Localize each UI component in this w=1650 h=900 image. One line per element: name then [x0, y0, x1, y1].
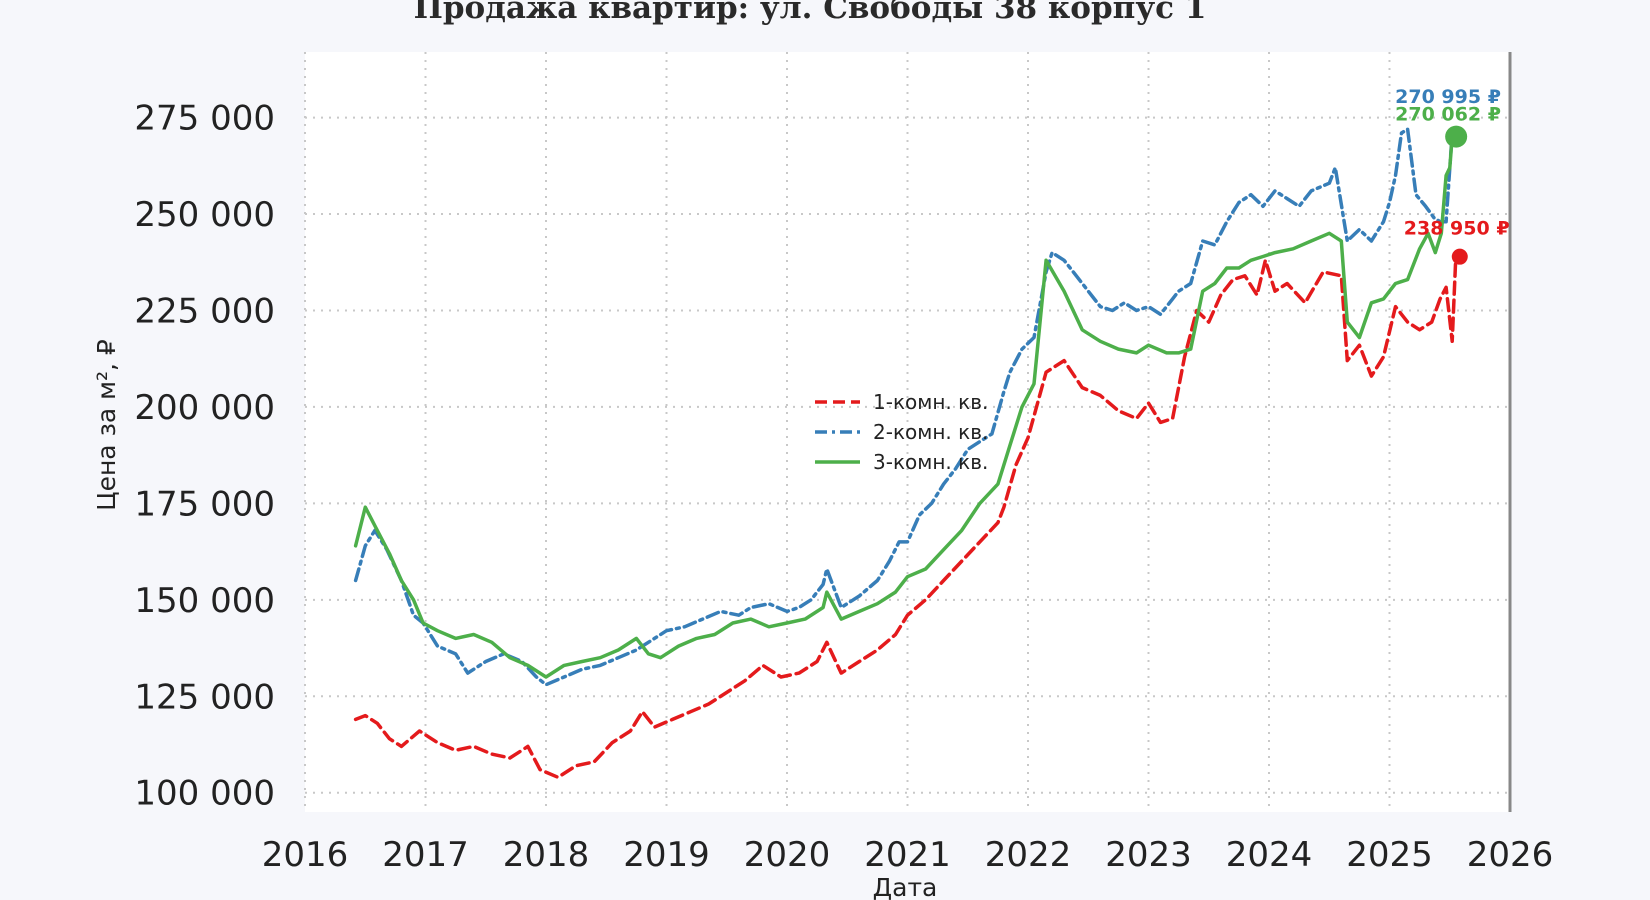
- chart-title: Продажа квартир: ул. Свободы 38 корпус 1: [414, 0, 1207, 26]
- tick-labels: 2016 2017 2018 2019 2020 2021 2022 2023 2024 2025…: [134, 99, 1553, 875]
- y-tick-label: 100 000: [134, 774, 275, 814]
- x-tick-label: 2026: [1467, 835, 1554, 875]
- x-tick-label: 2017: [382, 835, 469, 875]
- x-tick-label: 2023: [1105, 835, 1192, 875]
- series-end-label-2: 270 995 ₽: [1395, 86, 1501, 108]
- x-tick-label: 2025: [1346, 835, 1433, 875]
- series-lines: [353, 127, 1458, 780]
- series-line-1: [353, 254, 1458, 780]
- y-tick-label: 125 000: [134, 677, 275, 717]
- y-tick-label: 275 000: [134, 99, 275, 139]
- x-tick-label: 2024: [1226, 835, 1313, 875]
- y-tick-label: 250 000: [134, 195, 275, 235]
- legend-label-2: 2-комн. кв.: [873, 420, 988, 444]
- legend: 1-комн. кв. 2-комн. кв. 3-комн. кв.: [815, 390, 988, 474]
- grid: [304, 52, 1511, 812]
- y-tick-label: 175 000: [134, 484, 275, 524]
- series-endpoint-3: [1445, 125, 1468, 148]
- x-tick-label: 2020: [744, 835, 831, 875]
- x-axis-label: Дата: [873, 873, 938, 900]
- x-tick-label: 2019: [623, 835, 710, 875]
- series-endpoint-1: [1451, 248, 1468, 265]
- x-tick-label: 2016: [262, 835, 349, 875]
- legend-label-1: 1-комн. кв.: [873, 390, 988, 414]
- series-end-label-3: 270 062 ₽: [1395, 104, 1501, 126]
- y-tick-label: 200 000: [134, 388, 275, 428]
- x-tick-label: 2018: [503, 835, 590, 875]
- series-line-2: [353, 127, 1454, 687]
- series-end-label-1: 238 950 ₽: [1404, 218, 1510, 240]
- y-axis-label: Цена за м², ₽: [92, 339, 121, 511]
- y-tick-label: 225 000: [134, 291, 275, 331]
- series-line-3: [353, 134, 1454, 679]
- legend-label-3: 3-комн. кв.: [873, 450, 988, 474]
- series-endpoints: 238 950 ₽ 270 995 ₽270 062 ₽: [1395, 86, 1510, 265]
- y-tick-label: 150 000: [134, 581, 275, 621]
- x-tick-label: 2021: [864, 835, 951, 875]
- x-tick-label: 2022: [985, 835, 1072, 875]
